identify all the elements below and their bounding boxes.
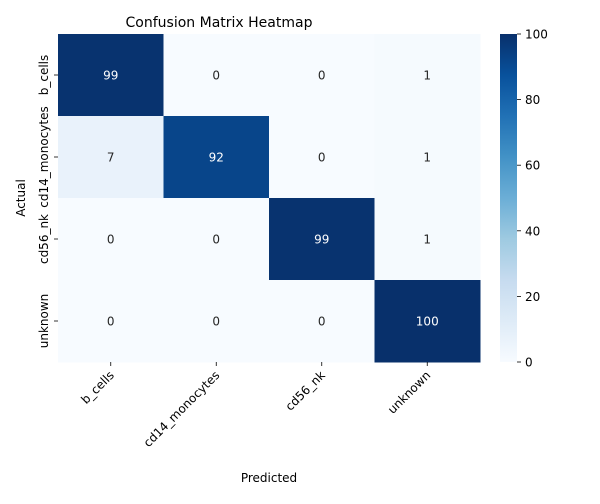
y-tick-label: b_cells [37, 55, 51, 96]
chart-title: Confusion Matrix Heatmap [126, 15, 313, 31]
cell-value-label: 0 [212, 315, 220, 329]
heatmap-cell [58, 280, 164, 363]
colorbar-tick-label: 60 [525, 159, 540, 173]
cell-value-label: 1 [423, 69, 431, 83]
heatmap-cell [269, 198, 375, 281]
cell-value-label: 0 [107, 315, 115, 329]
colorbar-tick-label: 0 [525, 356, 533, 370]
cell-value-label: 0 [318, 69, 326, 83]
colorbar: 0 20 40 60 80 100 [500, 28, 548, 370]
heatmap-cell [269, 280, 375, 363]
heatmap-cell [269, 34, 375, 117]
x-tick-label: cd14_monocytes [141, 368, 223, 450]
y-tick-label: cd56_nk [37, 214, 51, 264]
y-tick-label: cd14_monocytes [37, 106, 51, 208]
heatmap-cell [374, 280, 481, 363]
heatmap-cells [58, 34, 481, 363]
heatmap-cell [58, 198, 164, 281]
heatmap-cell [374, 34, 481, 117]
x-tick-labels: b_cells cd14_monocytes cd56_nk unknown [78, 362, 433, 450]
cell-value-label: 7 [107, 151, 115, 165]
y-axis-label: Actual [14, 179, 28, 217]
colorbar-tick-label: 20 [525, 290, 540, 304]
heatmap-cell [163, 198, 270, 281]
heatmap-cell [58, 34, 164, 117]
heatmap-cell [269, 116, 375, 199]
cell-value-label: 99 [103, 69, 118, 83]
cell-value-label: 0 [212, 69, 220, 83]
cell-value-label: 0 [107, 233, 115, 247]
cell-value-label: 0 [318, 315, 326, 329]
heatmap-cell [163, 280, 270, 363]
colorbar-gradient [500, 34, 517, 362]
colorbar-tick-label: 100 [525, 28, 548, 42]
cell-value-label: 1 [423, 233, 431, 247]
cell-value-labels: 99 0 0 17 92 0 10 0 99 10 0 0 100 [103, 69, 439, 329]
cell-value-label: 0 [212, 233, 220, 247]
heatmap-cell [374, 116, 481, 199]
heatmap-cell [163, 34, 270, 117]
heatmap-cell [374, 198, 481, 281]
cell-value-label: 1 [423, 151, 431, 165]
cell-value-label: 99 [314, 233, 329, 247]
x-tick-label: unknown [385, 368, 433, 416]
x-tick-label: b_cells [78, 368, 117, 407]
x-axis-label: Predicted [241, 471, 297, 485]
cell-value-label: 92 [209, 151, 224, 165]
colorbar-tick-label: 80 [525, 93, 540, 107]
x-tick-label: cd56_nk [283, 368, 328, 413]
colorbar-tick-label: 40 [525, 224, 540, 238]
cell-value-label: 100 [416, 315, 439, 329]
heatmap-cell [58, 116, 164, 199]
heatmap-cell [163, 116, 270, 199]
y-tick-label: unknown [37, 294, 51, 349]
cell-value-label: 0 [318, 151, 326, 165]
